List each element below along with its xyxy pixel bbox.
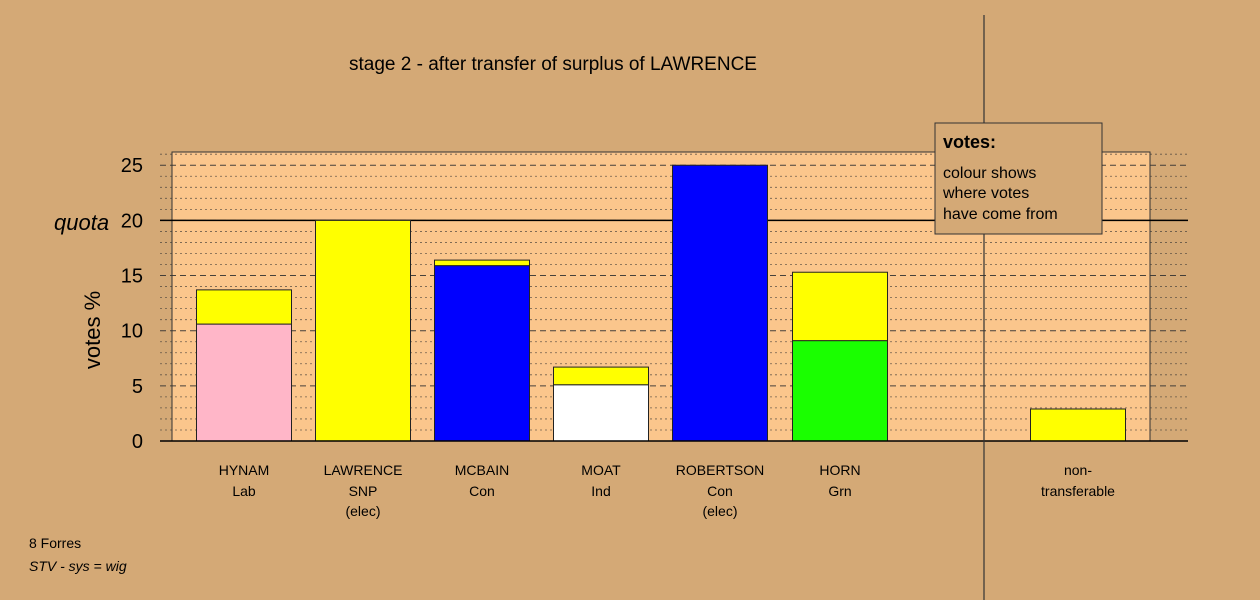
bar-non-transferable-segment-1 [1030, 408, 1126, 442]
y-tick-label: 5 [132, 376, 143, 398]
y-tick-label: 20 [121, 210, 143, 232]
chart-title: stage 2 - after transfer of surplus of L… [349, 54, 757, 75]
bar-mcbain-segment-1 [434, 265, 530, 442]
legend-title: votes: [943, 132, 996, 152]
x-label-party-robertson: Con [707, 483, 733, 499]
legend-line-1: colour shows [943, 165, 1036, 182]
y-axis: 0 5 10 15 20 25 [121, 155, 143, 453]
legend-box [934, 122, 1103, 235]
bar-hynam-segment-1 [196, 323, 292, 442]
quota-label: quota [54, 210, 109, 235]
bar-hynam-segment-2 [196, 289, 292, 325]
legend-line-3: have come from [943, 206, 1058, 223]
footer-system: STV - sys = wig [29, 558, 127, 574]
x-label-name-mcbain: MCBAIN [455, 462, 509, 478]
bar-moat-segment-1 [553, 384, 649, 442]
legend: votes: colour shows where votes have com… [934, 122, 1103, 235]
x-label-non-transferable-2: transferable [1041, 483, 1115, 499]
bar-moat-segment-2 [553, 366, 649, 386]
y-tick-label: 10 [121, 321, 143, 343]
bar-lawrence-segment-1 [315, 219, 411, 442]
bar-robertson-segment-1 [672, 164, 768, 442]
x-label-party-horn: Grn [828, 483, 851, 499]
bar-mcbain-segment-2 [434, 259, 530, 267]
x-label-name-horn: HORN [819, 462, 860, 478]
x-label-name-lawrence: LAWRENCE [324, 462, 403, 478]
legend-line-2: where votes [942, 185, 1029, 202]
y-axis-label: votes % [80, 291, 105, 369]
x-label-non-transferable-1: non- [1064, 462, 1092, 478]
y-tick-label: 15 [121, 266, 143, 288]
x-label-name-robertson: ROBERTSON [676, 462, 764, 478]
x-label-party-hynam: Lab [232, 483, 256, 499]
y-tick-label: 0 [132, 431, 143, 453]
x-label-party-lawrence: SNP [349, 483, 378, 499]
bar-horn-segment-2 [792, 271, 888, 342]
footer-ward: 8 Forres [29, 535, 81, 551]
x-label-party-moat: Ind [591, 483, 610, 499]
bar-horn-segment-1 [792, 340, 888, 442]
x-axis-labels: HYNAM Lab LAWRENCE SNP (elec) MCBAIN Con MOAT In… [219, 462, 1115, 519]
x-label-name-hynam: HYNAM [219, 462, 270, 478]
x-label-name-moat: MOAT [581, 462, 621, 478]
x-label-status-robertson: (elec) [702, 503, 737, 519]
x-label-status-lawrence: (elec) [345, 503, 380, 519]
x-label-party-mcbain: Con [469, 483, 495, 499]
bars [196, 164, 1126, 442]
y-tick-label: 25 [121, 155, 143, 177]
